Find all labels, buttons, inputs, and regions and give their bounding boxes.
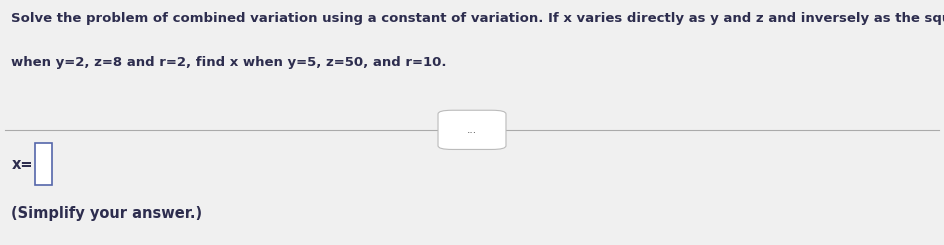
Text: (Simplify your answer.): (Simplify your answer.) — [11, 206, 202, 221]
Text: when y=2, z=8 and r=2, find x when y=5, z=50, and r=10.: when y=2, z=8 and r=2, find x when y=5, … — [11, 56, 447, 69]
FancyBboxPatch shape — [35, 143, 52, 185]
Text: ...: ... — [467, 125, 477, 135]
FancyBboxPatch shape — [438, 110, 506, 149]
Text: Solve the problem of combined variation using a constant of variation. If x vari: Solve the problem of combined variation … — [11, 12, 944, 25]
Text: x=: x= — [11, 157, 33, 172]
